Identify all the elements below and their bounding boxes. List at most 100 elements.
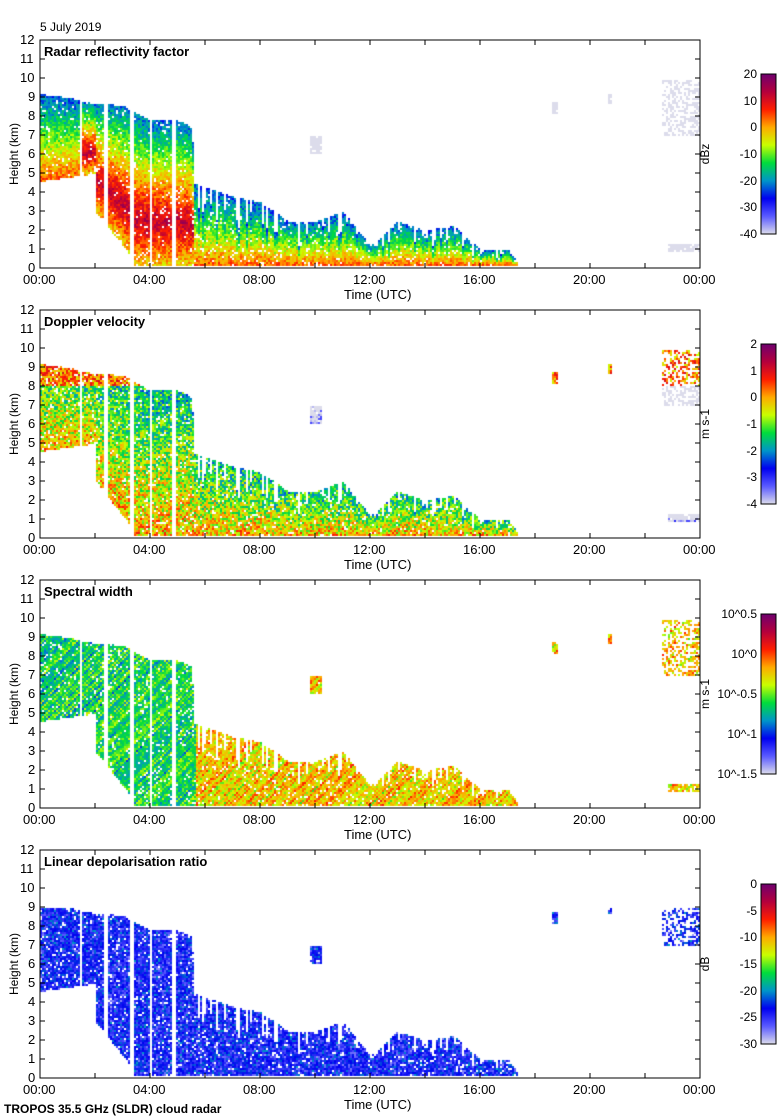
colorbar-tick-label: 10^-1: [727, 727, 757, 741]
colorbar-tick-label: -15: [739, 957, 757, 971]
y-tick-label: 11: [20, 51, 34, 66]
x-axis-label: Time (UTC): [344, 827, 412, 842]
x-tick-label: 20:00: [573, 542, 606, 557]
colorbar-tick-label: -30: [739, 1037, 757, 1051]
x-tick-label: 04:00: [133, 1082, 166, 1097]
colorbar-tick-label: -4: [746, 497, 757, 511]
colorbar-tick-label: 10^-0.5: [717, 687, 757, 701]
x-tick-label: 08:00: [243, 542, 276, 557]
x-tick-label: 12:00: [353, 542, 386, 557]
colorbar-tick-label: -25: [739, 1010, 757, 1025]
colorbar-tick-label: 1: [750, 363, 757, 378]
colorbar-tick-label: -5: [746, 903, 757, 918]
x-tick-label: 00:00: [683, 812, 716, 827]
y-tick-label: 7: [28, 667, 36, 682]
y-tick-label: 3: [28, 473, 36, 488]
y-tick-label: 2: [28, 492, 36, 507]
colorbar-tick-label: -1: [746, 417, 757, 431]
x-tick-label: 04:00: [133, 272, 166, 287]
y-tick-label: 3: [28, 1013, 36, 1028]
y-tick-label: 5: [28, 975, 36, 990]
colorbar-tick-label: -10: [739, 930, 757, 945]
y-tick-label: 0: [28, 530, 36, 545]
y-tick-label: 6: [28, 956, 36, 971]
y-tick-label: 0: [28, 800, 36, 815]
y-tick-label: 4: [28, 994, 36, 1009]
colorbar-tick-label: -40: [739, 227, 757, 241]
y-tick-label: 10: [20, 70, 35, 85]
x-tick-label: 04:00: [133, 542, 166, 557]
y-tick-label: 4: [28, 724, 36, 739]
y-tick-label: 9: [28, 359, 36, 374]
colorbar-tick-label: -20: [739, 983, 757, 998]
x-tick-label: 20:00: [573, 1082, 606, 1097]
plot-frame: [39, 849, 701, 1079]
y-tick-label: 7: [28, 397, 36, 412]
colorbar-tick-label: 10^0.5: [721, 607, 757, 621]
y-tick-label: 5: [28, 165, 36, 180]
colorbar-tick-label: 0: [750, 877, 757, 891]
colorbar-tick-label: 0: [750, 390, 757, 405]
colorbar-tick-label: -20: [739, 173, 757, 188]
x-tick-label: 12:00: [353, 1082, 386, 1097]
y-tick-label: 2: [28, 1032, 36, 1047]
plot-frame: [39, 39, 701, 269]
colorbar-tick-label: 2: [750, 337, 757, 351]
y-tick-label: 7: [28, 127, 36, 142]
x-axis-label: Time (UTC): [344, 287, 412, 302]
radar-field-2: [40, 310, 700, 538]
colorbar-tick-label: 20: [743, 67, 757, 81]
x-tick-label: 00:00: [23, 542, 56, 557]
y-tick-label: 1: [28, 241, 36, 256]
y-tick-label: 10: [20, 610, 35, 625]
panel-title: Doppler velocity: [44, 314, 146, 329]
x-tick-label: 00:00: [683, 1082, 716, 1097]
colorbar-tick-label: 10: [743, 93, 757, 108]
y-tick-label: 9: [28, 899, 36, 914]
y-tick-label: 3: [28, 743, 36, 758]
y-tick-label: 12: [20, 32, 35, 47]
colorbar-tick-label: -10: [739, 147, 757, 161]
y-tick-label: 4: [28, 454, 36, 469]
y-tick-label: 0: [28, 1070, 36, 1085]
colorbar-tick-label: -2: [746, 443, 757, 458]
x-tick-label: 00:00: [23, 272, 56, 287]
y-tick-label: 1: [28, 781, 36, 796]
y-tick-label: 2: [28, 222, 36, 237]
y-tick-label: 6: [28, 416, 36, 431]
y-tick-label: 11: [20, 591, 34, 606]
radar-field-4: [40, 850, 700, 1078]
x-tick-label: 16:00: [463, 542, 496, 557]
x-tick-label: 00:00: [683, 272, 716, 287]
y-tick-label: 11: [20, 861, 34, 876]
x-tick-label: 00:00: [23, 812, 56, 827]
x-tick-label: 08:00: [243, 812, 276, 827]
y-tick-label: 8: [28, 108, 36, 123]
colorbar-1: [760, 73, 777, 235]
panel-title: Spectral width: [44, 584, 133, 599]
y-tick-label: 4: [28, 184, 36, 199]
x-axis-label: Time (UTC): [344, 1097, 412, 1112]
y-tick-label: 0: [28, 260, 36, 275]
panel-title: Radar reflectivity factor: [44, 44, 190, 59]
panel-title: Linear depolarisation ratio: [44, 854, 208, 869]
y-tick-label: 2: [28, 762, 36, 777]
y-tick-label: 6: [28, 146, 36, 161]
plot-frame: [39, 579, 701, 809]
x-tick-label: 12:00: [353, 812, 386, 827]
x-tick-label: 08:00: [243, 272, 276, 287]
x-tick-label: 16:00: [463, 272, 496, 287]
colorbar-4: [760, 883, 777, 1045]
x-tick-label: 08:00: [243, 1082, 276, 1097]
y-tick-label: 12: [20, 302, 35, 317]
y-tick-label: 1: [28, 1051, 36, 1066]
x-tick-label: 16:00: [463, 812, 496, 827]
colorbar-tick-label: -30: [739, 200, 757, 215]
y-tick-label: 10: [20, 880, 35, 895]
x-tick-label: 04:00: [133, 812, 166, 827]
colorbar-tick-label: 10^-1.5: [717, 767, 757, 781]
x-tick-label: 00:00: [683, 542, 716, 557]
y-tick-label: 8: [28, 918, 36, 933]
